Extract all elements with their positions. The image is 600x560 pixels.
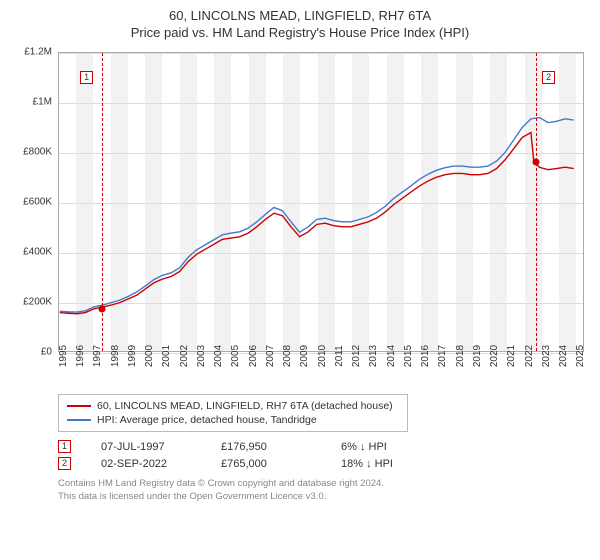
series-hpi (60, 118, 574, 312)
marker-dot-2 (533, 158, 540, 165)
x-tick-label: 2023 (541, 345, 552, 367)
x-tick-label: 1999 (127, 345, 138, 367)
series-price_paid (60, 132, 574, 313)
annotation-table: 1 07-JUL-1997 £176,950 6% ↓ HPI 2 02-SEP-2022… (58, 438, 588, 472)
x-tick-label: 2005 (230, 345, 241, 367)
x-tick-label: 2008 (282, 345, 293, 367)
x-tick-label: 2015 (403, 345, 414, 367)
x-tick-label: 2022 (524, 345, 535, 367)
y-tick-label: £1M (33, 97, 52, 108)
annotation-marker: 2 (58, 457, 71, 470)
x-axis: 1995199619971998199920002001200220032004… (58, 354, 584, 388)
legend: 60, LINCOLNS MEAD, LINGFIELD, RH7 6TA (d… (58, 394, 408, 432)
x-tick-label: 2016 (420, 345, 431, 367)
x-tick-label: 2006 (248, 345, 259, 367)
y-tick-label: £1.2M (24, 47, 52, 58)
annotation-row: 1 07-JUL-1997 £176,950 6% ↓ HPI (58, 438, 588, 455)
annotation-delta: 6% ↓ HPI (341, 441, 431, 453)
legend-item: HPI: Average price, detached house, Tand… (67, 413, 399, 427)
footer-line1: Contains HM Land Registry data © Crown c… (58, 478, 588, 491)
x-tick-label: 1997 (92, 345, 103, 367)
x-tick-label: 2025 (575, 345, 586, 367)
x-tick-label: 1995 (58, 345, 69, 367)
footer-line2: This data is licensed under the Open Gov… (58, 491, 588, 504)
x-tick-label: 2010 (317, 345, 328, 367)
x-tick-label: 2001 (161, 345, 172, 367)
x-tick-label: 2021 (506, 345, 517, 367)
title-main: 60, LINCOLNS MEAD, LINGFIELD, RH7 6TA (12, 8, 588, 23)
x-tick-label: 2009 (299, 345, 310, 367)
y-tick-label: £600K (23, 197, 52, 208)
y-axis: £0£200K£400K£600K£800K£1M£1.2M (12, 52, 56, 352)
title-sub: Price paid vs. HM Land Registry's House … (12, 25, 588, 40)
legend-label: HPI: Average price, detached house, Tand… (97, 414, 317, 426)
legend-swatch (67, 419, 91, 421)
x-tick-label: 2012 (351, 345, 362, 367)
x-tick-label: 2002 (179, 345, 190, 367)
chart-title-block: 60, LINCOLNS MEAD, LINGFIELD, RH7 6TA Pr… (12, 8, 588, 40)
marker-dot-1 (99, 305, 106, 312)
marker-box-2: 2 (542, 71, 555, 84)
x-tick-label: 2024 (558, 345, 569, 367)
chart-lines (59, 53, 583, 351)
marker-box-1: 1 (80, 71, 93, 84)
annotation-row: 2 02-SEP-2022 £765,000 18% ↓ HPI (58, 455, 588, 472)
annotation-date: 02-SEP-2022 (101, 458, 191, 470)
annotation-delta: 18% ↓ HPI (341, 458, 431, 470)
x-tick-label: 2014 (386, 345, 397, 367)
y-tick-label: £0 (41, 347, 52, 358)
x-tick-label: 2018 (455, 345, 466, 367)
x-tick-label: 2007 (265, 345, 276, 367)
x-tick-label: 2011 (334, 345, 345, 367)
x-tick-label: 2019 (472, 345, 483, 367)
annotation-price: £176,950 (221, 441, 311, 453)
legend-swatch (67, 405, 91, 407)
y-tick-label: £800K (23, 147, 52, 158)
x-tick-label: 2013 (368, 345, 379, 367)
plot-area: 12 (58, 52, 584, 352)
y-tick-label: £400K (23, 247, 52, 258)
annotation-date: 07-JUL-1997 (101, 441, 191, 453)
annotation-price: £765,000 (221, 458, 311, 470)
x-tick-label: 2000 (144, 345, 155, 367)
x-tick-label: 2004 (213, 345, 224, 367)
x-tick-label: 1996 (75, 345, 86, 367)
annotation-marker: 1 (58, 440, 71, 453)
legend-label: 60, LINCOLNS MEAD, LINGFIELD, RH7 6TA (d… (97, 400, 393, 412)
x-tick-label: 2003 (196, 345, 207, 367)
chart: £0£200K£400K£600K£800K£1M£1.2M 12 199519… (12, 48, 588, 388)
legend-item: 60, LINCOLNS MEAD, LINGFIELD, RH7 6TA (d… (67, 399, 399, 413)
x-tick-label: 1998 (110, 345, 121, 367)
x-tick-label: 2020 (489, 345, 500, 367)
y-tick-label: £200K (23, 297, 52, 308)
x-tick-label: 2017 (437, 345, 448, 367)
footer: Contains HM Land Registry data © Crown c… (58, 478, 588, 504)
